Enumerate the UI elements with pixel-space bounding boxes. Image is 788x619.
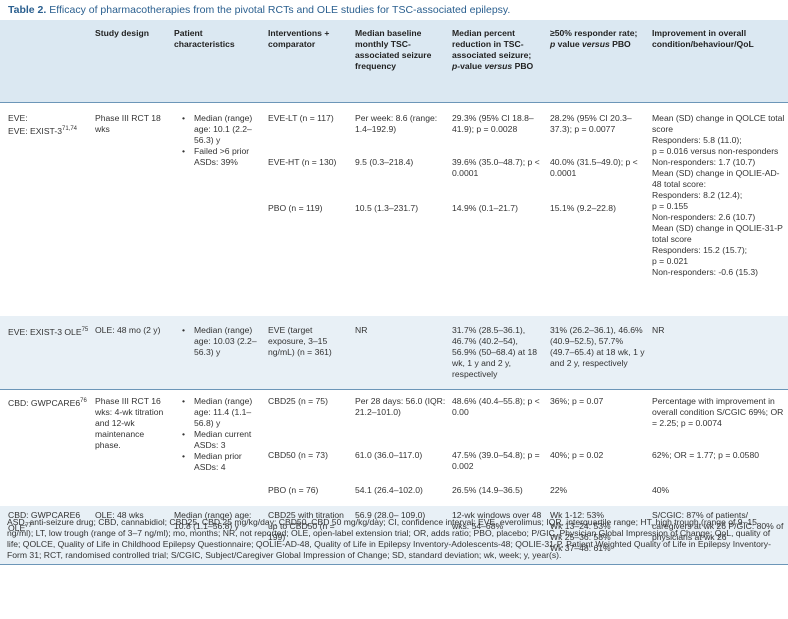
arm-reduction: 26.5% (14.9–36.5): [452, 485, 523, 495]
overall-improvement: Mean (SD) change in QOLCE total score Re…: [652, 113, 786, 278]
responder: 31% (26.2–36.1), 46.6% (40.9–52.5), 57.7…: [550, 325, 645, 368]
arm-responder: 40.0% (31.5–49.0); p < 0.0001: [550, 157, 638, 178]
patient-characteristics: Median (range) age: 11.4 (1.1–56.8) y Me…: [174, 396, 264, 473]
table-row-exist3: EVE: EVE: EXIST-371,74 Phase III RCT 18 w…: [0, 102, 788, 316]
arm-baseline: 54.1 (26.4–102.0): [355, 485, 423, 495]
table-header: Study design Patient characteristics Int…: [0, 20, 788, 102]
arm-baseline: Per week: 8.6 (range: 1.4–192.9): [355, 113, 438, 134]
arm-name: CBD50 (n = 73): [268, 450, 328, 460]
list-item: Median (range) age: 10.1 (2.2–56.3) y: [182, 113, 264, 146]
intervention: EVE (target exposure, 3–15 ng/mL) (n = 3…: [268, 325, 332, 357]
arm-responder: 28.2% (95% CI 20.3–37.3); p = 0.0077: [550, 113, 632, 134]
responder-line: Wk 13–24: 53%: [550, 521, 611, 531]
improvement-line: Mean (SD) change in QOLIE-AD-48 total sc…: [652, 168, 780, 189]
header-divider: [0, 102, 788, 103]
study-ref: 71,74: [61, 126, 77, 132]
row-divider: [0, 389, 788, 390]
table-row-gwpcare6: CBD: GWPCARE676 Phase III RCT 16 wks: 4-…: [0, 389, 788, 506]
arm-name: PBO (n = 119): [268, 203, 323, 213]
improvement-line: Mean (SD) change in QOLCE total score: [652, 113, 785, 134]
improvement-line: p = 0.016 versus non-responders: [652, 146, 779, 156]
list-item: Failed >6 prior ASDs: 39%: [182, 146, 264, 168]
table-row-gwpcare6-ole: CBD: GWPCARE6 OLE77 OLE: 48 wks Median (…: [0, 506, 788, 564]
improvement-line: Non-responders: 2.6 (10.7): [652, 212, 756, 222]
arm-improvement: 62%; OR = 1.77; p = 0.0580: [652, 450, 760, 460]
arm-reduction: 48.6% (40.4–55.8); p < 0.00: [452, 396, 540, 417]
table-footnote: ASD, anti-seizure drug; CBD, cannabidiol…: [7, 517, 771, 560]
reduction: 12-wk windows over 48 wks: 54–68%: [452, 510, 542, 531]
arm-name: EVE-HT (n = 130): [268, 157, 337, 167]
patient-characteristics: Median (range) age: 10.8 (1.1–56.8) y: [174, 510, 252, 531]
table-row-exist3-ole: EVE: EXIST-3 OLE75 OLE: 48 mo (2 y) Medi…: [0, 316, 788, 389]
study-design: OLE: 48 mo (2 y): [95, 325, 161, 335]
responder: Wk 1-12: 53% Wk 13–24: 53% Wk 25–36: 58%…: [550, 510, 645, 554]
improvement-line: p = 0.155: [652, 201, 689, 211]
arm-responder: 15.1% (9.2–22.8): [550, 203, 616, 213]
header-interventions: Interventions + comparator: [268, 28, 330, 49]
responder-line: Wk 25–36: 58%: [550, 532, 611, 542]
improvement-line: Responders: 15.2 (15.7);: [652, 245, 748, 255]
study-ref: 76: [80, 398, 87, 404]
improvement-line: Responders: 8.2 (12.4);: [652, 190, 743, 200]
study-name: CBD: GWPCARE676: [8, 397, 87, 408]
responder-line: Wk 1-12: 53%: [550, 510, 604, 520]
arm-reduction: 29.3% (95% CI 18.8–41.9); p = 0.0028: [452, 113, 534, 134]
improvement-line: Mean (SD) change in QOLIE-31-P total sco…: [652, 223, 783, 244]
header-baseline-frequency: Median baseline monthly TSC-associated s…: [355, 28, 432, 71]
arm-reduction: 39.6% (35.0–48.7); p < 0.0001: [452, 157, 540, 178]
baseline: NR: [355, 325, 368, 335]
row-divider: [0, 564, 788, 565]
arm-reduction: 14.9% (0.1–21.7): [452, 203, 518, 213]
study-name: CBD: GWPCARE6 OLE77: [8, 510, 81, 533]
caption-text: Efficacy of pharmacotherapies from the p…: [49, 4, 511, 16]
overall-improvement: NR: [652, 325, 665, 335]
efficacy-table: Study design Patient characteristics Int…: [0, 20, 788, 565]
study-ref: 77: [25, 523, 32, 529]
arm-baseline: 9.5 (0.3–218.4): [355, 157, 414, 167]
arm-improvement: 40%: [652, 485, 670, 495]
list-item: Median (range) age: 11.4 (1.1–56.8) y: [182, 396, 264, 429]
header-overall-improvement: Improvement in overall condition/behavio…: [652, 28, 754, 49]
study-name: EVE: EXIST-3 OLE75: [8, 326, 89, 337]
baseline: 56.9 (28.0– 109.0): [355, 510, 426, 520]
study-design: Phase III RCT 18 wks: [95, 113, 161, 134]
study-design: Phase III RCT 16 wks: 4-wk titration and…: [95, 396, 164, 450]
arm-name: CBD25 (n = 75): [268, 396, 328, 406]
improvement-line: Non-responders: -0.6 (15.3): [652, 267, 759, 277]
header-responder-rate: ≥50% responder rate; p value versus PBO: [550, 28, 638, 49]
list-item: Median prior ASDs: 4: [182, 451, 264, 473]
improvement-line: Non-responders: 1.7 (10.7): [652, 157, 756, 167]
intervention: CBD25 with titration up to CBD50 (n = 19…: [268, 510, 344, 542]
improvement-line: Responders: 5.8 (11.0);: [652, 135, 742, 145]
improvement-line: p = 0.021: [652, 256, 689, 266]
arm-baseline: Per 28 days: 56.0 (IQR: 21.2–101.0): [355, 396, 446, 417]
arm-name: EVE-LT (n = 117): [268, 113, 334, 123]
reduction: 31.7% (28.5–36.1), 46.7% (40.2–54), 56.9…: [452, 325, 538, 379]
list-item: Median (range) age: 10.03 (2.2–56.3) y: [182, 325, 264, 358]
arm-baseline: 10.5 (1.3–231.7): [355, 203, 419, 213]
list-item: Median current ASDs: 3: [182, 429, 264, 451]
arm-responder: 40%; p = 0.02: [550, 450, 604, 460]
arm-name: PBO (n = 76): [268, 485, 319, 495]
arm-improvement: Percentage with improvement in overall c…: [652, 396, 784, 428]
arm-responder: 22%: [550, 485, 568, 495]
responder-line: Wk 37–48: 61%: [550, 543, 611, 553]
caption-label: Table 2.: [8, 4, 47, 16]
table-caption: Table 2. Efficacy of pharmacotherapies f…: [8, 4, 510, 16]
study-design: OLE: 48 wks: [95, 510, 144, 520]
patient-characteristics: Median (range) age: 10.03 (2.2–56.3) y: [174, 325, 264, 358]
arm-responder: 36%; p = 0.07: [550, 396, 604, 406]
study-ref: 75: [81, 327, 89, 333]
header-study-design: Study design: [95, 28, 149, 38]
header-patient-characteristics: Patient characteristics: [174, 28, 235, 49]
patient-characteristics: Median (range) age: 10.1 (2.2–56.3) y Fa…: [174, 113, 264, 168]
arm-reduction: 47.5% (39.0–54.8); p = 0.002: [452, 450, 540, 471]
study-name: EVE: EVE: EXIST-371,74: [8, 113, 77, 136]
arm-baseline: 61.0 (36.0–117.0): [355, 450, 423, 460]
header-percent-reduction: Median percent reduction in TSC-associat…: [452, 28, 534, 71]
overall-improvement: S/CGIC: 87% of patients/ caregivers at w…: [652, 510, 784, 542]
